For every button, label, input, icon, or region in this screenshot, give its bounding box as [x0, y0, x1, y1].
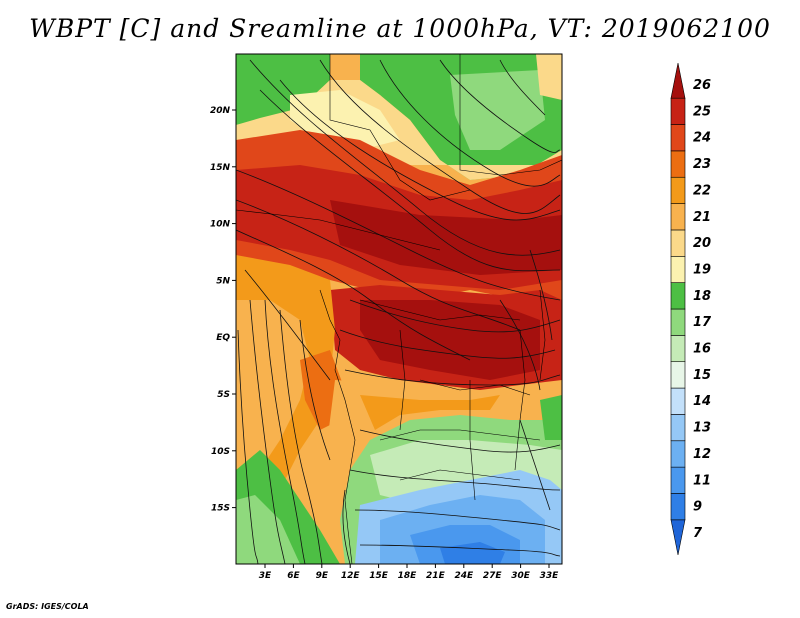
colorbar-swatch [670, 308, 686, 336]
colorbar-swatch [670, 387, 686, 415]
colorbar-label: 13 [693, 421, 711, 436]
colorbar-swatch [670, 176, 686, 204]
colorbar-swatch [670, 255, 686, 283]
lon-tick-label: 21E [426, 571, 446, 581]
colorbar-label: 14 [693, 394, 711, 409]
latitude-axis: 20N 15N 10N 5N EQ 5S 10S 15S [210, 106, 236, 514]
lon-tick-label: 9E [316, 571, 329, 581]
lon-tick-label: 12E [341, 571, 361, 581]
colorbar-swatch [670, 124, 686, 152]
colorbar-swatch [670, 97, 686, 125]
colorbar-swatch [670, 440, 686, 468]
lat-tick-label: 10N [210, 220, 231, 230]
colorbar-swatch [670, 519, 686, 556]
colorbar-swatch [670, 62, 686, 99]
colorbar-swatch [670, 203, 686, 231]
colorbar: 7 9 11 12 13 14 15 16 17 18 19 20 21 22 23 24 25 26 [670, 62, 712, 556]
lat-tick-label: 20N [210, 106, 231, 116]
colorbar-label: 22 [693, 183, 711, 198]
longitude-axis: 3E 6E 9E 12E 15E 18E 21E 24E 27E 30E 33E [259, 564, 559, 581]
colorbar-label: 11 [693, 473, 711, 488]
colorbar-swatch [670, 466, 686, 494]
lon-tick-label: 24E [454, 571, 474, 581]
wbpt-shaded-field [236, 54, 562, 564]
colorbar-label: 18 [693, 289, 711, 304]
colorbar-swatch [670, 335, 686, 363]
colorbar-label: 9 [693, 500, 702, 515]
lon-tick-label: 3E [259, 571, 272, 581]
lon-tick-label: 18E [398, 571, 418, 581]
colorbar-label: 19 [693, 262, 711, 277]
country-borders [236, 54, 562, 564]
credit-text: GrADS: IGES/COLA [6, 602, 89, 611]
colorbar-label: 7 [693, 526, 703, 541]
streamlines [236, 59, 561, 564]
lon-tick-label: 33E [540, 571, 560, 581]
colorbar-swatch [670, 414, 686, 442]
colorbar-label: 17 [693, 315, 712, 330]
map-frame [235, 53, 563, 565]
lon-tick-label: 15E [369, 571, 389, 581]
colorbar-label: 25 [693, 104, 711, 119]
lon-tick-label: 6E [287, 571, 300, 581]
colorbar-label: 16 [693, 342, 711, 357]
colorbar-label: 23 [693, 157, 711, 172]
lon-tick-label: 27E [483, 571, 503, 581]
map-title: WBPT [C] and Sreamline at 1000hPa, VT: 2… [29, 14, 771, 43]
lat-tick-label: 5S [217, 390, 230, 400]
colorbar-label: 26 [693, 78, 711, 93]
lon-tick-label: 30E [511, 571, 531, 581]
colorbar-swatch [670, 493, 686, 521]
lat-tick-label: EQ [216, 333, 230, 343]
colorbar-label: 20 [693, 236, 711, 251]
colorbar-swatch [670, 282, 686, 310]
lat-tick-label: 10S [211, 447, 230, 457]
colorbar-label: 21 [693, 210, 711, 225]
colorbar-swatch [670, 150, 686, 178]
colorbar-swatch [670, 361, 686, 389]
colorbar-swatch [670, 229, 686, 257]
lat-tick-label: 5N [216, 276, 230, 286]
colorbar-label: 24 [693, 131, 711, 146]
colorbar-label: 12 [693, 447, 711, 462]
lat-tick-label: 15S [211, 504, 230, 514]
colorbar-label: 15 [693, 368, 711, 383]
lat-tick-label: 15N [210, 163, 231, 173]
